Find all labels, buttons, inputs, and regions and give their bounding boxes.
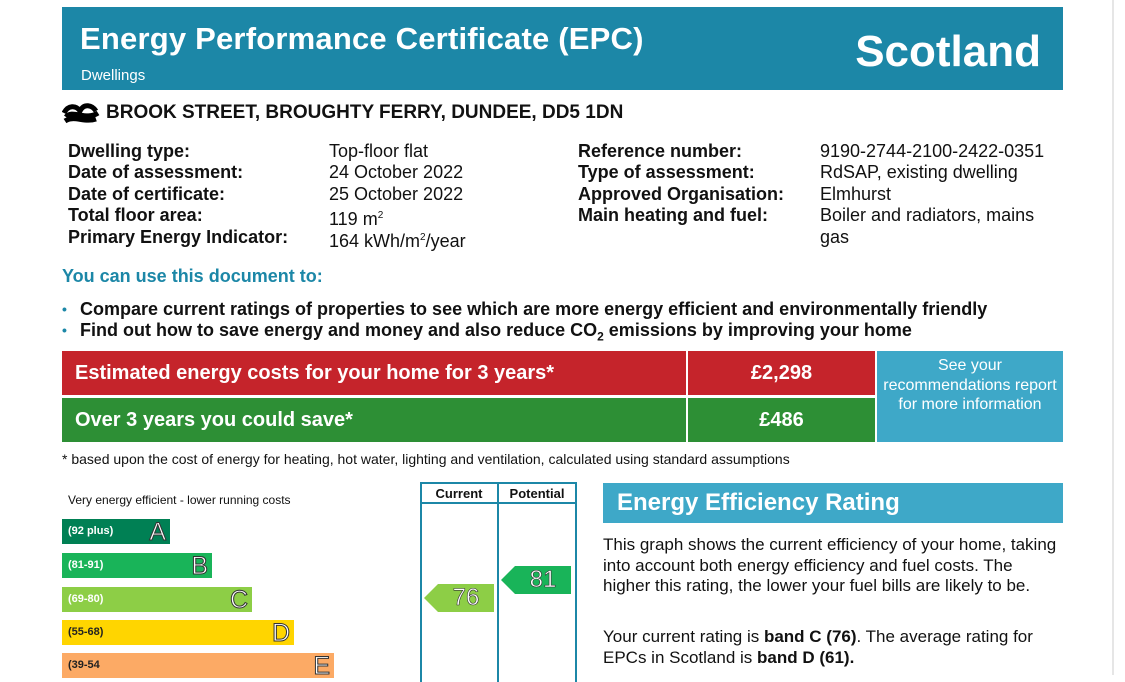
potential-column-header: Potential bbox=[509, 486, 565, 501]
floor-area-label: Total floor area: bbox=[68, 205, 203, 225]
certificate-subtitle: Dwellings bbox=[81, 67, 146, 84]
heating-value: Boiler and radiators, mains bbox=[820, 205, 1035, 225]
estimated-cost-label: Estimated energy costs for your home for… bbox=[62, 351, 686, 395]
dwelling-type-value: Top-floor flat bbox=[329, 141, 429, 161]
band-range-label: (39-54 bbox=[68, 659, 100, 671]
chart-left-border bbox=[420, 482, 422, 682]
primary-energy-label: Primary Energy Indicator: bbox=[68, 227, 289, 247]
band-range-label: (55-68) bbox=[68, 626, 104, 638]
savings-label: Over 3 years you could save* bbox=[62, 398, 686, 442]
use-document-heading: You can use this document to: bbox=[62, 266, 323, 286]
reference-number-value: 9190-2744-2100-2422-0351 bbox=[820, 141, 1045, 161]
list-item: Find out how to save energy and money an… bbox=[62, 320, 987, 348]
chart-top-border bbox=[421, 482, 577, 484]
heating-value-continued: gas bbox=[820, 227, 850, 247]
floor-area-value: 119 m2 bbox=[329, 209, 384, 229]
band-range-label: (69-80) bbox=[68, 593, 104, 605]
current-rating-arrow: 76 bbox=[424, 584, 494, 612]
chart-top-label: Very energy efficient - lower running co… bbox=[68, 493, 291, 507]
primary-energy-value: 164 kWh/m2/year bbox=[329, 231, 466, 251]
organisation-label: Approved Organisation: bbox=[578, 184, 785, 204]
assessment-date-label: Date of assessment: bbox=[68, 162, 244, 182]
rating-band-c: (69-80) C bbox=[62, 586, 252, 615]
eer-heading: Energy Efficiency Rating bbox=[603, 483, 1063, 523]
band-letter: D bbox=[271, 619, 290, 648]
savings-value: £486 bbox=[688, 398, 875, 442]
certificate-date-label: Date of certificate: bbox=[68, 184, 226, 204]
rating-band-b: (81-91) B bbox=[62, 552, 212, 581]
epc-header: Energy Performance Certificate (EPC) Dwe… bbox=[62, 7, 1063, 90]
band-letter: C bbox=[229, 586, 248, 615]
current-rating-value: 76 bbox=[452, 584, 480, 612]
cost-footnote: * based upon the cost of energy for heat… bbox=[62, 451, 790, 467]
savings-row: Over 3 years you could save* £486 bbox=[62, 398, 875, 442]
address-text: BROOK STREET, BROUGHTY FERRY, DUNDEE, DD… bbox=[106, 102, 624, 123]
eer-description: This graph shows the current efficiency … bbox=[603, 535, 1057, 595]
eer-current-rating-text: Your current rating is band C (76). The … bbox=[603, 627, 1033, 667]
current-column-header: Current bbox=[435, 486, 483, 501]
estimated-cost-row: Estimated energy costs for your home for… bbox=[62, 351, 875, 395]
recommendations-link[interactable]: See your recommendations report for more… bbox=[877, 351, 1063, 442]
property-address: BROOK STREET, BROUGHTY FERRY, DUNDEE, DD… bbox=[61, 101, 624, 125]
estimated-cost-value: £2,298 bbox=[688, 351, 875, 395]
dwelling-type-label: Dwelling type: bbox=[68, 141, 191, 161]
assessment-date-value: 24 October 2022 bbox=[329, 162, 464, 182]
band-range-label: (81-91) bbox=[68, 559, 104, 571]
rating-band-e: (39-54 E bbox=[62, 652, 334, 681]
assessment-type-value: RdSAP, existing dwelling bbox=[820, 162, 1018, 182]
page-edge bbox=[1112, 0, 1114, 675]
certificate-date-value: 25 October 2022 bbox=[329, 184, 464, 204]
list-item: Compare current ratings of properties to… bbox=[62, 299, 987, 320]
band-letter: B bbox=[191, 552, 209, 581]
country-label: Scotland bbox=[855, 27, 1041, 76]
band-letter: A bbox=[149, 518, 167, 547]
chart-right-border bbox=[575, 482, 577, 682]
band-letter: E bbox=[313, 652, 331, 681]
potential-rating-arrow: 81 bbox=[501, 566, 571, 594]
assessment-type-label: Type of assessment: bbox=[578, 162, 755, 182]
rating-band-a: (92 plus) A bbox=[62, 518, 170, 547]
certificate-title: Energy Performance Certificate (EPC) bbox=[80, 21, 644, 56]
reference-number-label: Reference number: bbox=[578, 141, 743, 161]
organisation-value: Elmhurst bbox=[820, 184, 892, 204]
potential-rating-value: 81 bbox=[529, 566, 557, 594]
heating-label: Main heating and fuel: bbox=[578, 205, 769, 225]
column-divider bbox=[497, 482, 499, 682]
rating-band-d: (55-68) D bbox=[62, 619, 294, 648]
redaction-scribble-icon bbox=[61, 101, 100, 125]
use-document-list: Compare current ratings of properties to… bbox=[62, 299, 987, 348]
column-header-divider bbox=[421, 502, 577, 504]
band-range-label: (92 plus) bbox=[68, 525, 114, 537]
